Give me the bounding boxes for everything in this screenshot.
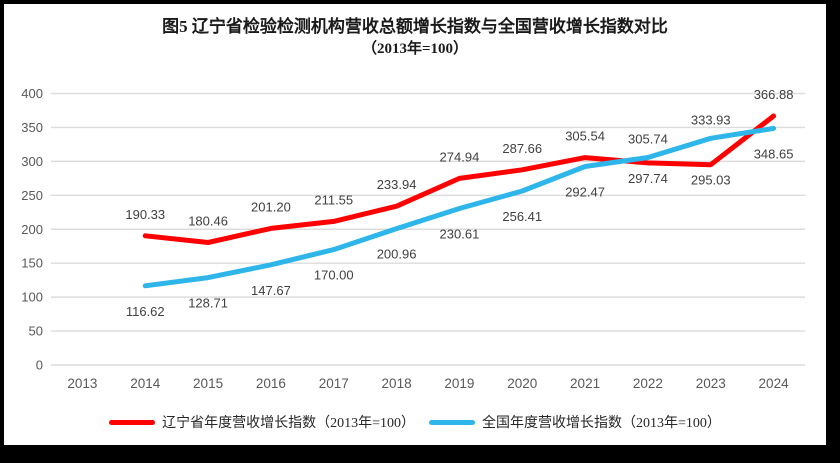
y-axis-tick-label: 200	[21, 222, 43, 237]
data-label: 274.94	[440, 149, 480, 164]
x-axis-tick-label: 2014	[130, 376, 161, 391]
y-axis-tick-label: 0	[36, 358, 43, 373]
chart-canvas: 0 50 100 150 200 250 300 350 400 2013 2014 2015 2016…	[21, 86, 805, 391]
y-axis-tick-label: 250	[21, 188, 43, 203]
data-label: 211.55	[314, 192, 353, 207]
x-axis-tick-label: 2015	[193, 376, 223, 391]
data-label: 230.61	[440, 226, 480, 241]
x-axis-tick-label: 2018	[382, 376, 412, 391]
data-label: 305.74	[628, 131, 668, 146]
data-label: 366.88	[754, 87, 794, 102]
series-line-national	[142, 125, 777, 289]
data-label: 116.62	[126, 304, 165, 319]
x-axis-tick-label: 2024	[759, 376, 790, 391]
data-label: 256.41	[502, 209, 542, 224]
series-line-liaoning	[142, 113, 777, 245]
data-label: 147.67	[251, 283, 291, 298]
y-axis-tick-label: 50	[29, 324, 43, 339]
x-axis-tick-label: 2023	[696, 376, 726, 391]
x-axis-tick-label: 2019	[444, 376, 474, 391]
data-label: 287.66	[502, 141, 542, 156]
data-label: 295.03	[691, 173, 731, 188]
data-label: 233.94	[377, 177, 417, 192]
legend-label: 全国年度营收增长指数（2013年=100）	[482, 416, 721, 431]
x-axis-tick-label: 2022	[633, 376, 663, 391]
data-label: 170.00	[314, 268, 354, 283]
legend-item-national: 全国年度营收增长指数（2013年=100）	[429, 412, 721, 432]
data-label: 200.96	[377, 247, 417, 262]
data-label: 297.74	[628, 171, 668, 186]
chart-title-line1: 图5 辽宁省检验检测机构营收总额增长指数与全国营收增长指数对比	[162, 17, 668, 36]
x-axis-tick-label: 2021	[570, 376, 600, 391]
x-axis-tick-label: 2020	[507, 376, 537, 391]
legend-item-liaoning: 辽宁省年度营收增长指数（2013年=100）	[109, 412, 415, 432]
data-label: 201.20	[251, 199, 291, 214]
y-axis-tick-label: 100	[21, 290, 43, 305]
legend-label: 辽宁省年度营收增长指数（2013年=100）	[162, 416, 415, 431]
y-axis-tick-label: 150	[21, 256, 43, 271]
data-label: 333.93	[691, 112, 731, 127]
x-axis-tick-label: 2016	[256, 376, 286, 391]
data-label: 190.33	[125, 207, 165, 222]
y-axis-tick-label: 350	[21, 120, 43, 135]
chart-title: 图5 辽宁省检验检测机构营收总额增长指数与全国营收增长指数对比 （2013年=1…	[4, 15, 826, 61]
data-label: 128.71	[188, 296, 228, 311]
legend: 辽宁省年度营收增长指数（2013年=100） 全国年度营收增长指数（2013年=1…	[4, 412, 826, 432]
data-label: 348.65	[754, 146, 794, 161]
chart-title-line2: （2013年=100）	[361, 41, 469, 57]
x-axis-tick-label: 2017	[319, 376, 349, 391]
data-label: 305.54	[565, 129, 605, 144]
data-label: 292.47	[565, 184, 605, 199]
x-axis-tick-label: 2013	[67, 376, 97, 391]
data-label: 180.46	[188, 214, 228, 229]
legend-line-swatch	[109, 419, 156, 425]
y-axis-tick-label: 300	[21, 154, 43, 169]
legend-line-swatch	[429, 419, 475, 425]
y-axis-tick-label: 400	[21, 86, 43, 101]
